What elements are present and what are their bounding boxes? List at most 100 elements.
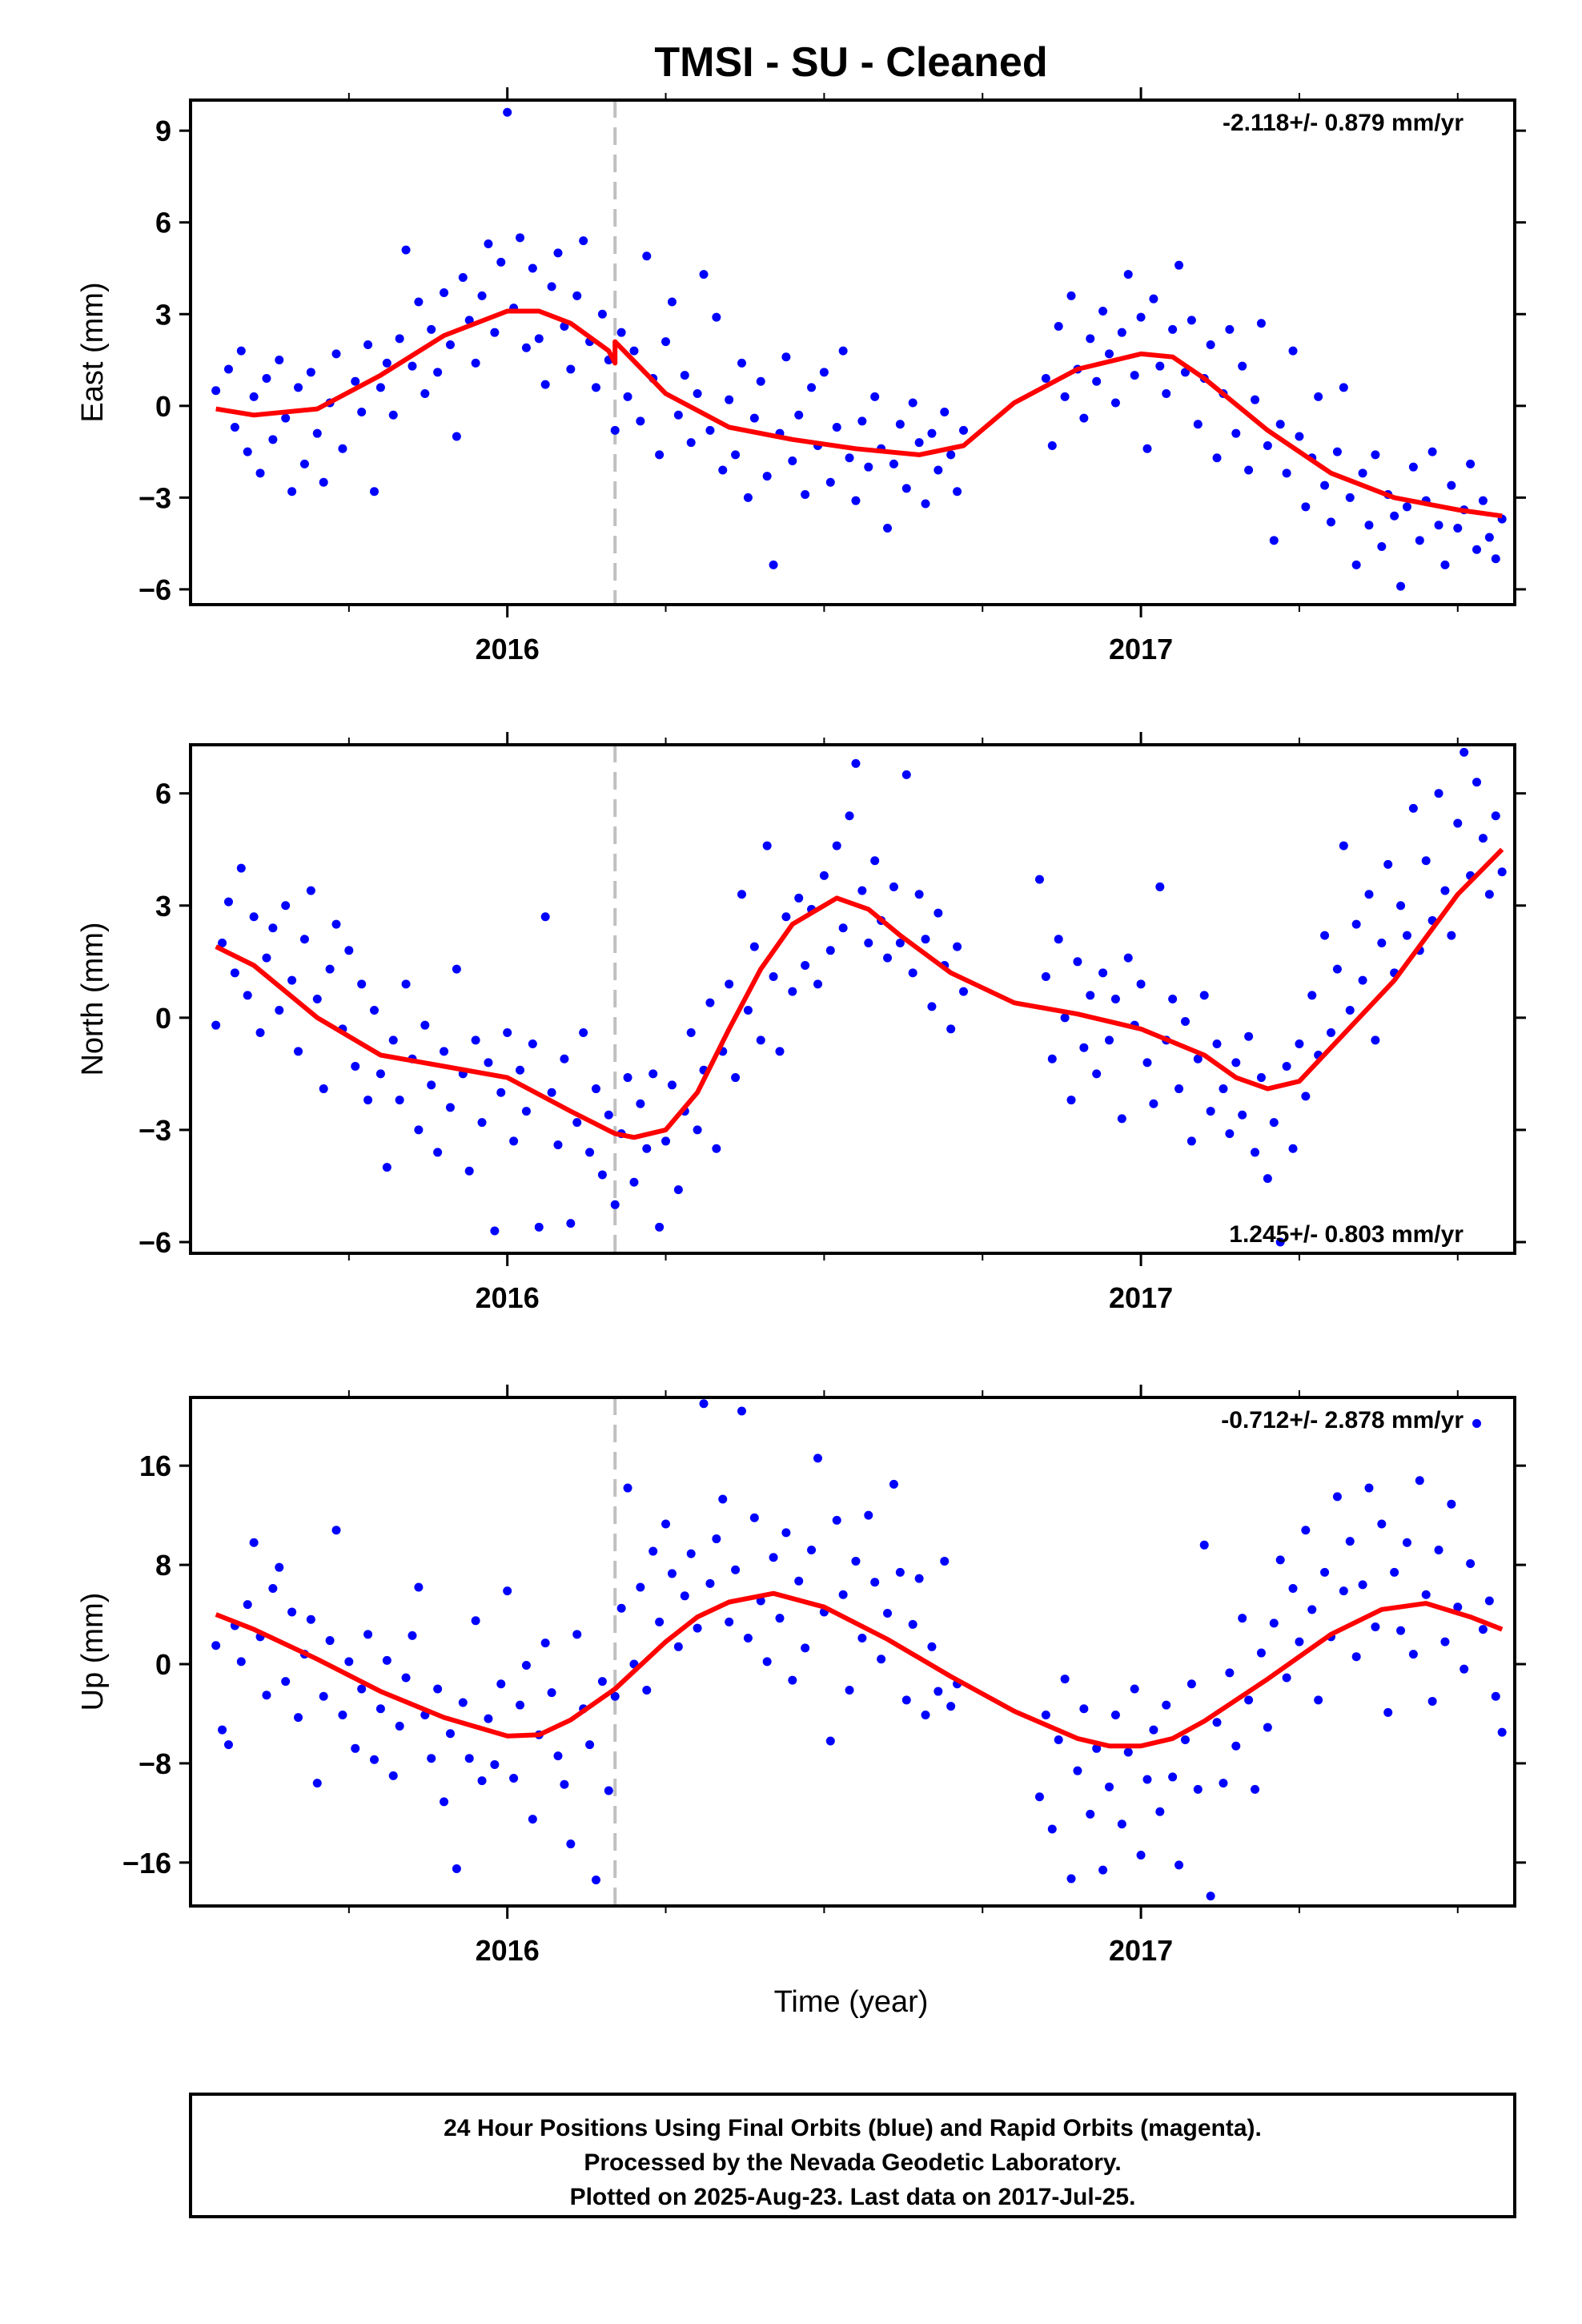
data-point bbox=[1149, 1725, 1158, 1735]
data-point bbox=[1054, 322, 1063, 332]
data-point bbox=[585, 1740, 595, 1750]
data-point bbox=[275, 1562, 284, 1572]
data-point bbox=[1180, 1735, 1190, 1744]
data-point bbox=[1320, 1567, 1330, 1577]
data-point bbox=[743, 493, 753, 502]
data-point bbox=[357, 407, 367, 416]
data-point bbox=[591, 383, 600, 392]
data-point bbox=[1269, 1618, 1279, 1628]
data-point bbox=[591, 1084, 600, 1094]
data-point bbox=[445, 1103, 455, 1112]
y-tick-label: 16 bbox=[139, 1449, 171, 1482]
data-point bbox=[540, 380, 550, 389]
data-point bbox=[1238, 1614, 1247, 1623]
data-point bbox=[553, 248, 563, 258]
data-point bbox=[725, 395, 734, 404]
data-point bbox=[572, 1118, 582, 1128]
data-point bbox=[1105, 349, 1114, 359]
data-point bbox=[883, 524, 893, 533]
data-point bbox=[629, 1177, 639, 1187]
data-point bbox=[382, 358, 391, 368]
data-point bbox=[370, 1755, 379, 1764]
data-point bbox=[648, 1546, 658, 1556]
data-point bbox=[1275, 1237, 1285, 1247]
data-point bbox=[395, 334, 404, 344]
data-point bbox=[667, 1569, 677, 1578]
x-axis-label: Time (year) bbox=[774, 1985, 929, 2019]
data-point bbox=[521, 343, 531, 352]
x-tick-label: 2017 bbox=[1109, 633, 1173, 665]
data-point bbox=[953, 487, 962, 497]
data-point bbox=[414, 1582, 424, 1592]
data-point bbox=[579, 236, 588, 246]
data-point bbox=[1186, 1679, 1196, 1689]
data-point bbox=[1288, 346, 1298, 356]
data-point bbox=[921, 499, 930, 509]
data-point bbox=[262, 373, 271, 383]
data-point bbox=[1193, 1784, 1203, 1794]
data-point bbox=[807, 383, 817, 392]
data-point bbox=[1307, 1605, 1317, 1614]
data-point bbox=[401, 245, 411, 255]
data-point bbox=[921, 935, 930, 944]
data-point bbox=[1491, 811, 1500, 821]
data-point bbox=[616, 328, 626, 337]
data-point bbox=[908, 1619, 917, 1629]
data-point bbox=[1351, 1652, 1361, 1662]
data-point bbox=[1440, 560, 1450, 569]
data-point bbox=[1402, 502, 1411, 512]
data-point bbox=[331, 1526, 341, 1535]
data-point bbox=[705, 998, 715, 1007]
data-point bbox=[769, 560, 778, 569]
data-point bbox=[306, 368, 315, 377]
data-point bbox=[749, 1513, 759, 1522]
data-point bbox=[516, 233, 525, 243]
data-point bbox=[325, 964, 335, 974]
data-point bbox=[1307, 991, 1317, 1000]
data-point bbox=[1155, 1807, 1165, 1816]
data-point bbox=[1110, 398, 1120, 408]
data-point bbox=[1371, 1035, 1380, 1045]
data-point bbox=[275, 1006, 284, 1015]
data-point bbox=[1225, 1668, 1235, 1678]
x-tick-label: 2017 bbox=[1109, 1934, 1173, 1967]
data-point bbox=[484, 1058, 493, 1068]
data-point bbox=[445, 1729, 455, 1739]
y-tick-label: 3 bbox=[155, 890, 171, 923]
data-point bbox=[914, 890, 924, 899]
data-point bbox=[1073, 1766, 1082, 1775]
data-point bbox=[357, 979, 367, 989]
data-point bbox=[870, 1578, 880, 1587]
data-point bbox=[940, 407, 950, 416]
data-point bbox=[243, 447, 252, 456]
data-point bbox=[1256, 319, 1266, 328]
data-point bbox=[737, 358, 747, 368]
data-point bbox=[1256, 1648, 1266, 1658]
data-point bbox=[1149, 294, 1158, 304]
data-point bbox=[788, 1675, 797, 1685]
data-point bbox=[281, 1677, 291, 1687]
data-point bbox=[452, 1864, 461, 1874]
data-point bbox=[1136, 312, 1146, 322]
data-point bbox=[731, 1073, 741, 1083]
data-point bbox=[655, 1222, 665, 1232]
data-point bbox=[1345, 493, 1355, 502]
data-point bbox=[953, 942, 962, 951]
data-point bbox=[1155, 882, 1165, 891]
data-point bbox=[1390, 1567, 1399, 1577]
data-point bbox=[1130, 1684, 1139, 1694]
data-point bbox=[427, 324, 436, 334]
data-point bbox=[813, 1454, 822, 1463]
data-point bbox=[1358, 975, 1367, 985]
data-point bbox=[1110, 1710, 1120, 1719]
data-point bbox=[705, 1578, 715, 1588]
data-point bbox=[585, 1148, 595, 1157]
data-point bbox=[895, 938, 905, 947]
data-point bbox=[540, 1638, 550, 1648]
data-point bbox=[363, 340, 373, 349]
data-point bbox=[877, 1655, 886, 1664]
data-point bbox=[243, 991, 252, 1000]
data-point bbox=[883, 1608, 893, 1618]
data-point bbox=[306, 886, 315, 895]
data-point bbox=[1396, 1626, 1406, 1635]
